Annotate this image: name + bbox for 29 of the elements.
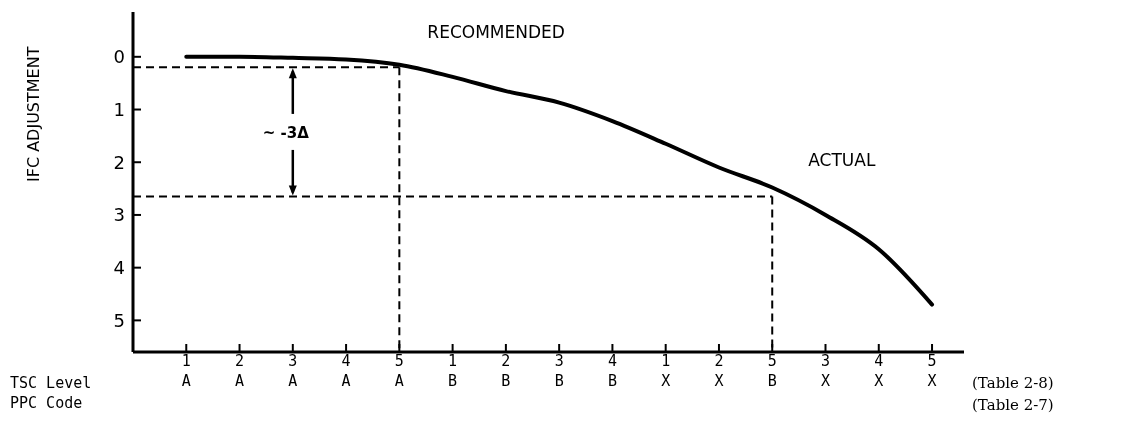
x-tick-label: 5 B — [767, 352, 777, 390]
x-tick-label: 5 A — [394, 352, 404, 390]
text: (Table 2-8) — [972, 374, 1054, 392]
x-tick-label: 2 X — [714, 352, 724, 390]
y-tick-label: 1 — [113, 98, 125, 120]
x-tick-label: 3 X — [820, 352, 831, 390]
annotation: ~ -3Δ — [262, 123, 310, 142]
x-tick-label: 3 B — [554, 352, 564, 390]
x-tick-label: 3 A — [288, 352, 298, 390]
y-tick-label: 2 — [113, 151, 125, 173]
text: PPC Code — [10, 394, 83, 412]
x-tick-label: 4 X — [874, 352, 884, 390]
x-tick-label: 1 B — [448, 352, 458, 390]
y-axis-title: IFC ADJUSTMENT — [23, 46, 43, 182]
ref-line-label: RECOMMENDED — [427, 22, 565, 42]
y-tick-label: 5 — [113, 309, 125, 331]
ref-line-label: ACTUAL — [808, 150, 876, 171]
y-tick-label: 0 — [113, 46, 125, 68]
y-tick-label: 3 — [113, 204, 125, 226]
x-tick-label: 1 A — [181, 352, 191, 390]
text: (Table 2-7) — [972, 396, 1054, 414]
x-tick-label: 2 B — [501, 352, 511, 390]
x-tick-label: 1 X — [661, 352, 671, 390]
x-tick-label: 4 B — [607, 352, 617, 390]
x-tick-label: 4 A — [341, 352, 351, 390]
y-tick-label: 4 — [113, 257, 125, 279]
text: TSC Level — [10, 374, 92, 392]
x-tick-label: 2 A — [235, 352, 245, 390]
x-tick-label: 5 X — [927, 352, 937, 390]
